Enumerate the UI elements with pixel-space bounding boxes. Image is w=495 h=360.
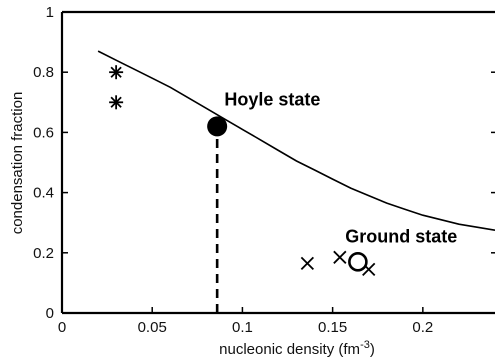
- cross-point: [333, 250, 347, 264]
- y-tick-label: 0.6: [33, 124, 54, 141]
- asterisk-point: [109, 95, 124, 110]
- x-tick-label: 0.15: [318, 319, 347, 336]
- axes: [60, 10, 495, 315]
- y-axis-title: condensation fraction: [9, 92, 26, 235]
- cross-point: [300, 256, 315, 270]
- ground-state-point: [348, 252, 368, 272]
- x-axis-title-superscript: -3: [360, 339, 370, 351]
- y-tick-label: 0: [46, 305, 54, 322]
- condensation-curve: [97, 50, 495, 231]
- x-tick-label: 0.2: [412, 319, 433, 336]
- x-tick-label: 0: [58, 319, 66, 336]
- annotation-ground-state: Ground state: [345, 226, 457, 246]
- x-tick-label: 0.1: [232, 319, 253, 336]
- x-axis-title: nucleonic density (fm-3): [219, 339, 375, 358]
- plot-area: [97, 50, 495, 313]
- x-tick-label: 0.05: [138, 319, 167, 336]
- annotation-hoyle-state: Hoyle state: [224, 89, 320, 109]
- x-axis-title-end: ): [370, 341, 375, 358]
- y-tick-label: 0.8: [33, 64, 54, 81]
- ticks: 0 0.2 0.4 0.6 0.8 1 0 0.05 0.1 0.15 0.2: [33, 4, 495, 336]
- y-tick-label: 1: [46, 4, 54, 21]
- y-tick-label: 0.4: [33, 185, 54, 202]
- hoyle-state-point: [207, 116, 228, 137]
- y-tick-label: 0.2: [33, 245, 54, 262]
- asterisk-point: [109, 65, 124, 80]
